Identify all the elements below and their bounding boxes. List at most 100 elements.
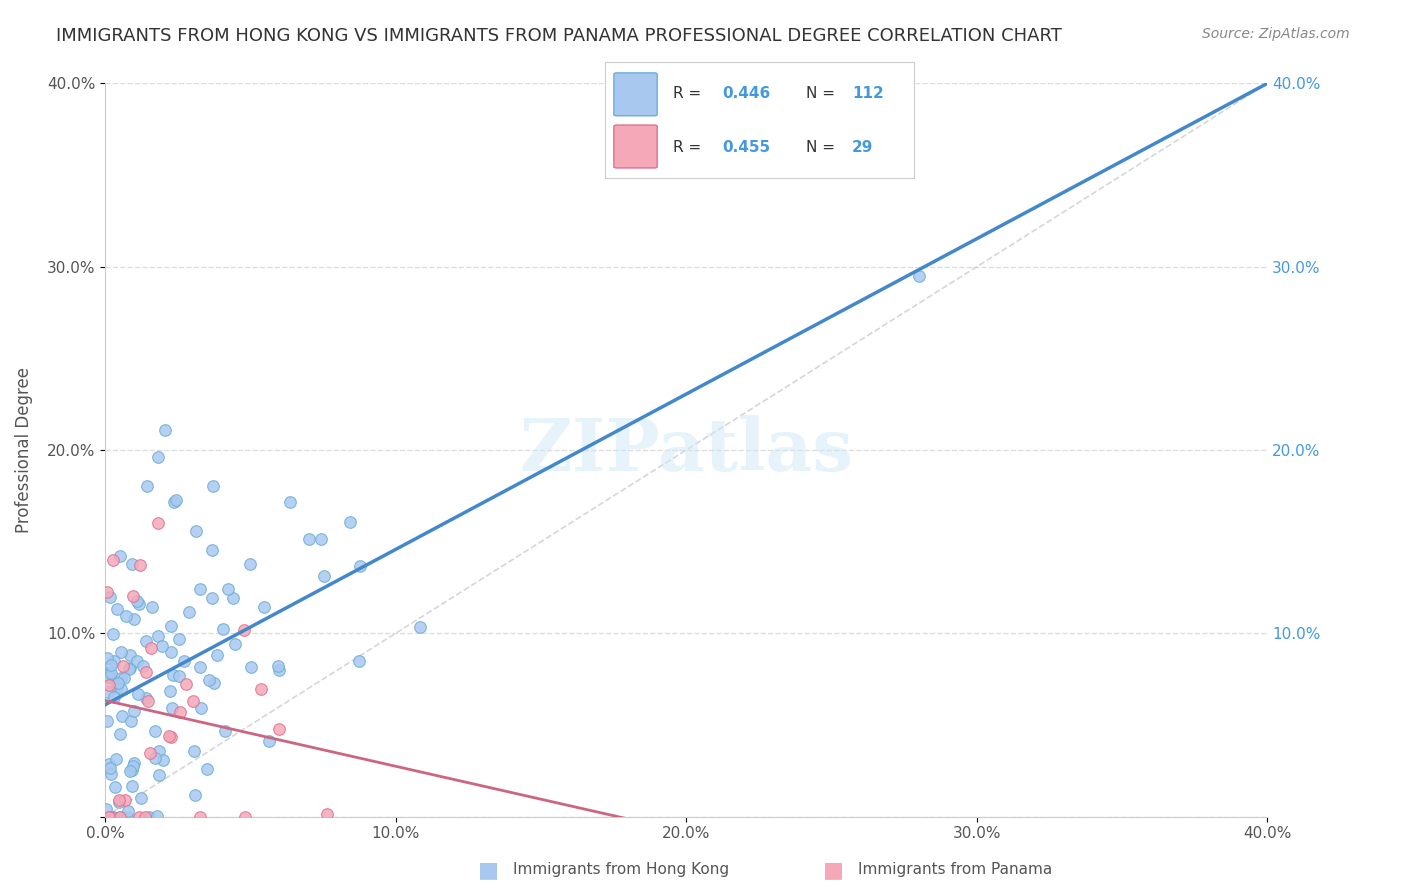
Point xyxy=(190,700,212,714)
Point xyxy=(98,756,121,771)
Point xyxy=(150,639,173,653)
Point xyxy=(139,746,162,760)
Point xyxy=(148,743,170,757)
Point xyxy=(129,558,152,572)
Text: 112: 112 xyxy=(852,87,884,102)
Point xyxy=(160,701,183,715)
Point xyxy=(165,492,187,507)
Point xyxy=(159,683,181,698)
Point xyxy=(174,677,197,691)
Point xyxy=(110,672,132,686)
Text: ■: ■ xyxy=(823,860,844,880)
Point xyxy=(198,673,221,687)
Point xyxy=(211,622,233,636)
Point xyxy=(101,809,124,823)
Point xyxy=(224,637,246,651)
Point xyxy=(121,714,143,729)
Point xyxy=(349,559,371,574)
Point xyxy=(103,690,125,704)
Text: Immigrants from Panama: Immigrants from Panama xyxy=(858,863,1052,877)
Point xyxy=(143,724,166,739)
Point xyxy=(115,608,138,623)
Point xyxy=(135,633,157,648)
Point xyxy=(409,620,432,634)
Point xyxy=(233,809,256,823)
Point xyxy=(103,654,125,668)
Point xyxy=(201,591,224,606)
Point xyxy=(202,676,225,690)
Text: 29: 29 xyxy=(852,139,873,154)
Point xyxy=(100,657,122,672)
Point xyxy=(98,809,121,823)
Point xyxy=(141,640,163,655)
Point xyxy=(100,766,122,780)
Point xyxy=(160,619,183,633)
Point xyxy=(162,668,184,682)
Point xyxy=(112,671,135,685)
Point xyxy=(167,669,190,683)
Point xyxy=(118,764,141,778)
Point xyxy=(98,678,121,692)
Point xyxy=(118,662,141,676)
Point xyxy=(128,809,150,823)
Text: ■: ■ xyxy=(478,860,499,880)
Point xyxy=(127,687,149,701)
Point xyxy=(114,793,136,807)
Y-axis label: Professional Degree: Professional Degree xyxy=(15,367,32,533)
Text: ZIPatlas: ZIPatlas xyxy=(519,415,853,485)
Point xyxy=(152,753,174,767)
Point xyxy=(188,809,211,823)
Point xyxy=(128,598,150,612)
Point xyxy=(148,516,170,530)
Point xyxy=(117,804,139,818)
Point xyxy=(184,524,207,538)
Point xyxy=(97,685,120,699)
Point xyxy=(148,629,170,643)
Point xyxy=(312,568,335,582)
Point xyxy=(222,591,245,606)
Point xyxy=(145,809,167,823)
Point xyxy=(157,729,180,743)
Point xyxy=(134,809,156,823)
Point xyxy=(269,664,291,678)
Text: R =: R = xyxy=(672,139,706,154)
Point xyxy=(163,494,186,508)
Point xyxy=(143,750,166,764)
Point xyxy=(148,768,170,782)
Point xyxy=(107,602,129,616)
FancyBboxPatch shape xyxy=(614,73,657,116)
Point xyxy=(201,479,224,493)
Point xyxy=(108,809,131,823)
Point xyxy=(120,648,142,662)
Point xyxy=(269,722,291,736)
Point xyxy=(135,665,157,679)
Text: R =: R = xyxy=(672,87,706,102)
Point xyxy=(98,809,121,823)
Point xyxy=(177,605,200,619)
Point xyxy=(169,705,191,719)
Point xyxy=(103,627,125,641)
Point xyxy=(107,795,129,809)
Point xyxy=(135,691,157,706)
Point xyxy=(112,659,135,673)
Point xyxy=(98,761,121,775)
Point xyxy=(141,599,163,614)
Point xyxy=(298,532,321,546)
Point xyxy=(267,659,290,673)
Point xyxy=(167,632,190,646)
Point xyxy=(111,708,134,723)
Point xyxy=(124,704,146,718)
Point xyxy=(160,645,183,659)
Point xyxy=(105,751,128,765)
Point xyxy=(96,714,118,729)
Point xyxy=(197,762,219,776)
Point xyxy=(339,516,361,530)
Point xyxy=(98,590,121,604)
Point xyxy=(127,594,149,608)
Point xyxy=(188,660,211,674)
Point xyxy=(205,648,228,662)
Point xyxy=(201,543,224,558)
Point xyxy=(347,654,370,668)
Point xyxy=(253,600,276,615)
Point xyxy=(107,681,129,695)
